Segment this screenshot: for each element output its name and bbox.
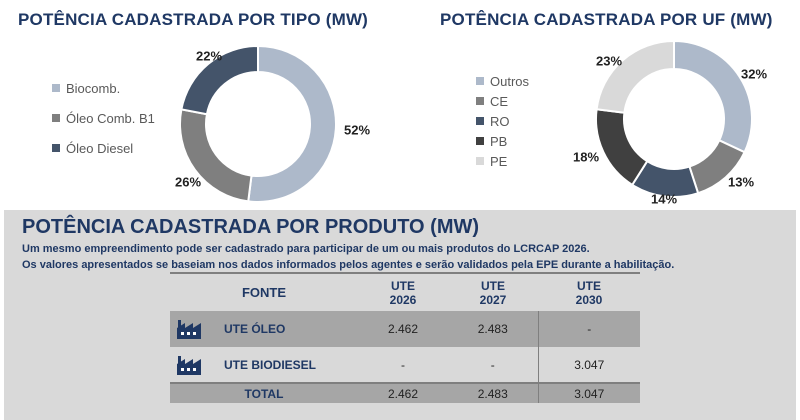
legend-swatch-oleo-b1 [52, 114, 60, 122]
factory-icon [177, 355, 201, 375]
row-ute-oleo-name: UTE ÓLEO [170, 311, 358, 347]
cell-oleo-2030: - [537, 311, 640, 347]
factory-icon [177, 320, 201, 339]
legend-swatch-ro [476, 117, 484, 125]
chart-uf-legend: Outros CE RO PB PE [476, 71, 529, 171]
donut-slice--leo-diesel [180, 44, 259, 116]
donut-slice-biocomb- [247, 44, 337, 203]
product-panel: POTÊNCIA CADASTRADA POR PRODUTO (MW) Um … [4, 210, 796, 420]
donut-slice-pe [595, 39, 675, 114]
legend-swatch-oleo-diesel [52, 144, 60, 152]
donut-data-label: 13% [728, 174, 754, 189]
legend-label-oleo-diesel: Óleo Diesel [66, 140, 134, 156]
product-table: FONTE UTE 2026 UTE 2027 UTE 2030 UTE ÓLEO [170, 272, 640, 403]
chart-uf-title: POTÊNCIA CADASTRADA POR UF (MW) [440, 10, 773, 29]
donut-data-label: 52% [344, 122, 370, 137]
donut-chart-tipo: 52% 26% 22% [175, 44, 370, 203]
legend-swatch-pe [476, 157, 484, 165]
row-ute-biodiesel-name: UTE BIODIESEL [170, 347, 358, 383]
legend-item-ro: RO [476, 111, 529, 131]
chart-tipo-title: POTÊNCIA CADASTRADA POR TIPO (MW) [18, 10, 369, 29]
legend-label-biocomb: Biocomb. [66, 80, 121, 96]
header-ute-2026: UTE 2026 [358, 273, 448, 311]
header-ute-2030-line2: 2030 [575, 293, 603, 307]
table-total-row: TOTAL 2.462 2.483 3.047 [170, 383, 640, 403]
legend-label-pe: PE [490, 153, 508, 169]
legend-swatch-biocomb [52, 84, 60, 92]
total-2026: 2.462 [387, 386, 419, 401]
legend-label-outros: Outros [490, 73, 530, 89]
product-note-1: Um mesmo empreendimento pode ser cadastr… [22, 243, 590, 255]
cell-biodiesel-2026: - [401, 357, 405, 372]
cell-oleo-2026: 2.462 [387, 322, 419, 336]
cell-biodiesel-2030: 3.047 [537, 347, 640, 383]
header-ute-2030: UTE 2030 [538, 273, 640, 311]
legend-label-pb: PB [490, 133, 508, 149]
header-ute-2027-line2: 2027 [479, 293, 507, 307]
legend-label-ce: CE [490, 93, 509, 109]
chart-tipo-legend: Biocomb. Óleo Comb. B1 Óleo Diesel [52, 78, 155, 158]
legend-item-oleo-b1: Óleo Comb. B1 [52, 108, 155, 128]
header-fonte: FONTE [241, 284, 287, 300]
table-header-row: FONTE UTE 2026 UTE 2027 UTE 2030 [170, 273, 640, 311]
legend-item-ce: CE [476, 91, 529, 111]
header-ute-2026-line1: UTE [391, 279, 415, 293]
legend-swatch-pb [476, 137, 484, 145]
cell-biodiesel-2027: - [490, 357, 495, 372]
donut-data-label: 22% [196, 48, 222, 63]
product-note-2: Os valores apresentados se baseiam nos d… [22, 259, 675, 271]
legend-label-oleo-b1: Óleo Comb. B1 [66, 110, 155, 126]
legend-item-pb: PB [476, 131, 529, 151]
total-2030: 3.047 [537, 383, 640, 403]
legend-swatch-ce [476, 97, 484, 105]
header-ute-2027: UTE 2027 [448, 273, 538, 311]
legend-item-pe: PE [476, 151, 529, 171]
header-ute-2026-line2: 2026 [389, 293, 417, 307]
product-title: POTÊNCIA CADASTRADA POR PRODUTO (MW) [22, 216, 480, 238]
table-row: UTE ÓLEO 2.462 2.483 - [170, 311, 640, 347]
donut-data-label: 26% [175, 174, 201, 189]
row-ute-biodiesel-label: UTE BIODIESEL [224, 357, 317, 372]
donut-data-label: 23% [596, 53, 622, 68]
table-row: UTE BIODIESEL - - 3.047 [170, 347, 640, 383]
legend-item-outros: Outros [476, 71, 529, 91]
donut-data-label: 14% [651, 191, 677, 206]
legend-label-ro: RO [490, 113, 510, 129]
cell-oleo-2027: 2.483 [477, 322, 508, 336]
donut-data-label: 32% [741, 66, 767, 81]
total-2027: 2.483 [477, 386, 508, 401]
donut-chart-uf: 32% 13% 14% 18% 23% [573, 39, 767, 206]
legend-item-biocomb: Biocomb. [52, 78, 155, 98]
header-ute-2027-line1: UTE [481, 279, 505, 293]
donut-slice-outros [673, 39, 753, 154]
legend-item-oleo-diesel: Óleo Diesel [52, 138, 155, 158]
legend-swatch-outros [476, 77, 484, 85]
donut-data-label: 18% [573, 149, 599, 164]
row-ute-oleo-label: UTE ÓLEO [224, 322, 286, 336]
header-ute-2030-line1: UTE [577, 279, 601, 293]
total-label: TOTAL [244, 386, 284, 401]
donut-slice-pb [595, 108, 649, 187]
